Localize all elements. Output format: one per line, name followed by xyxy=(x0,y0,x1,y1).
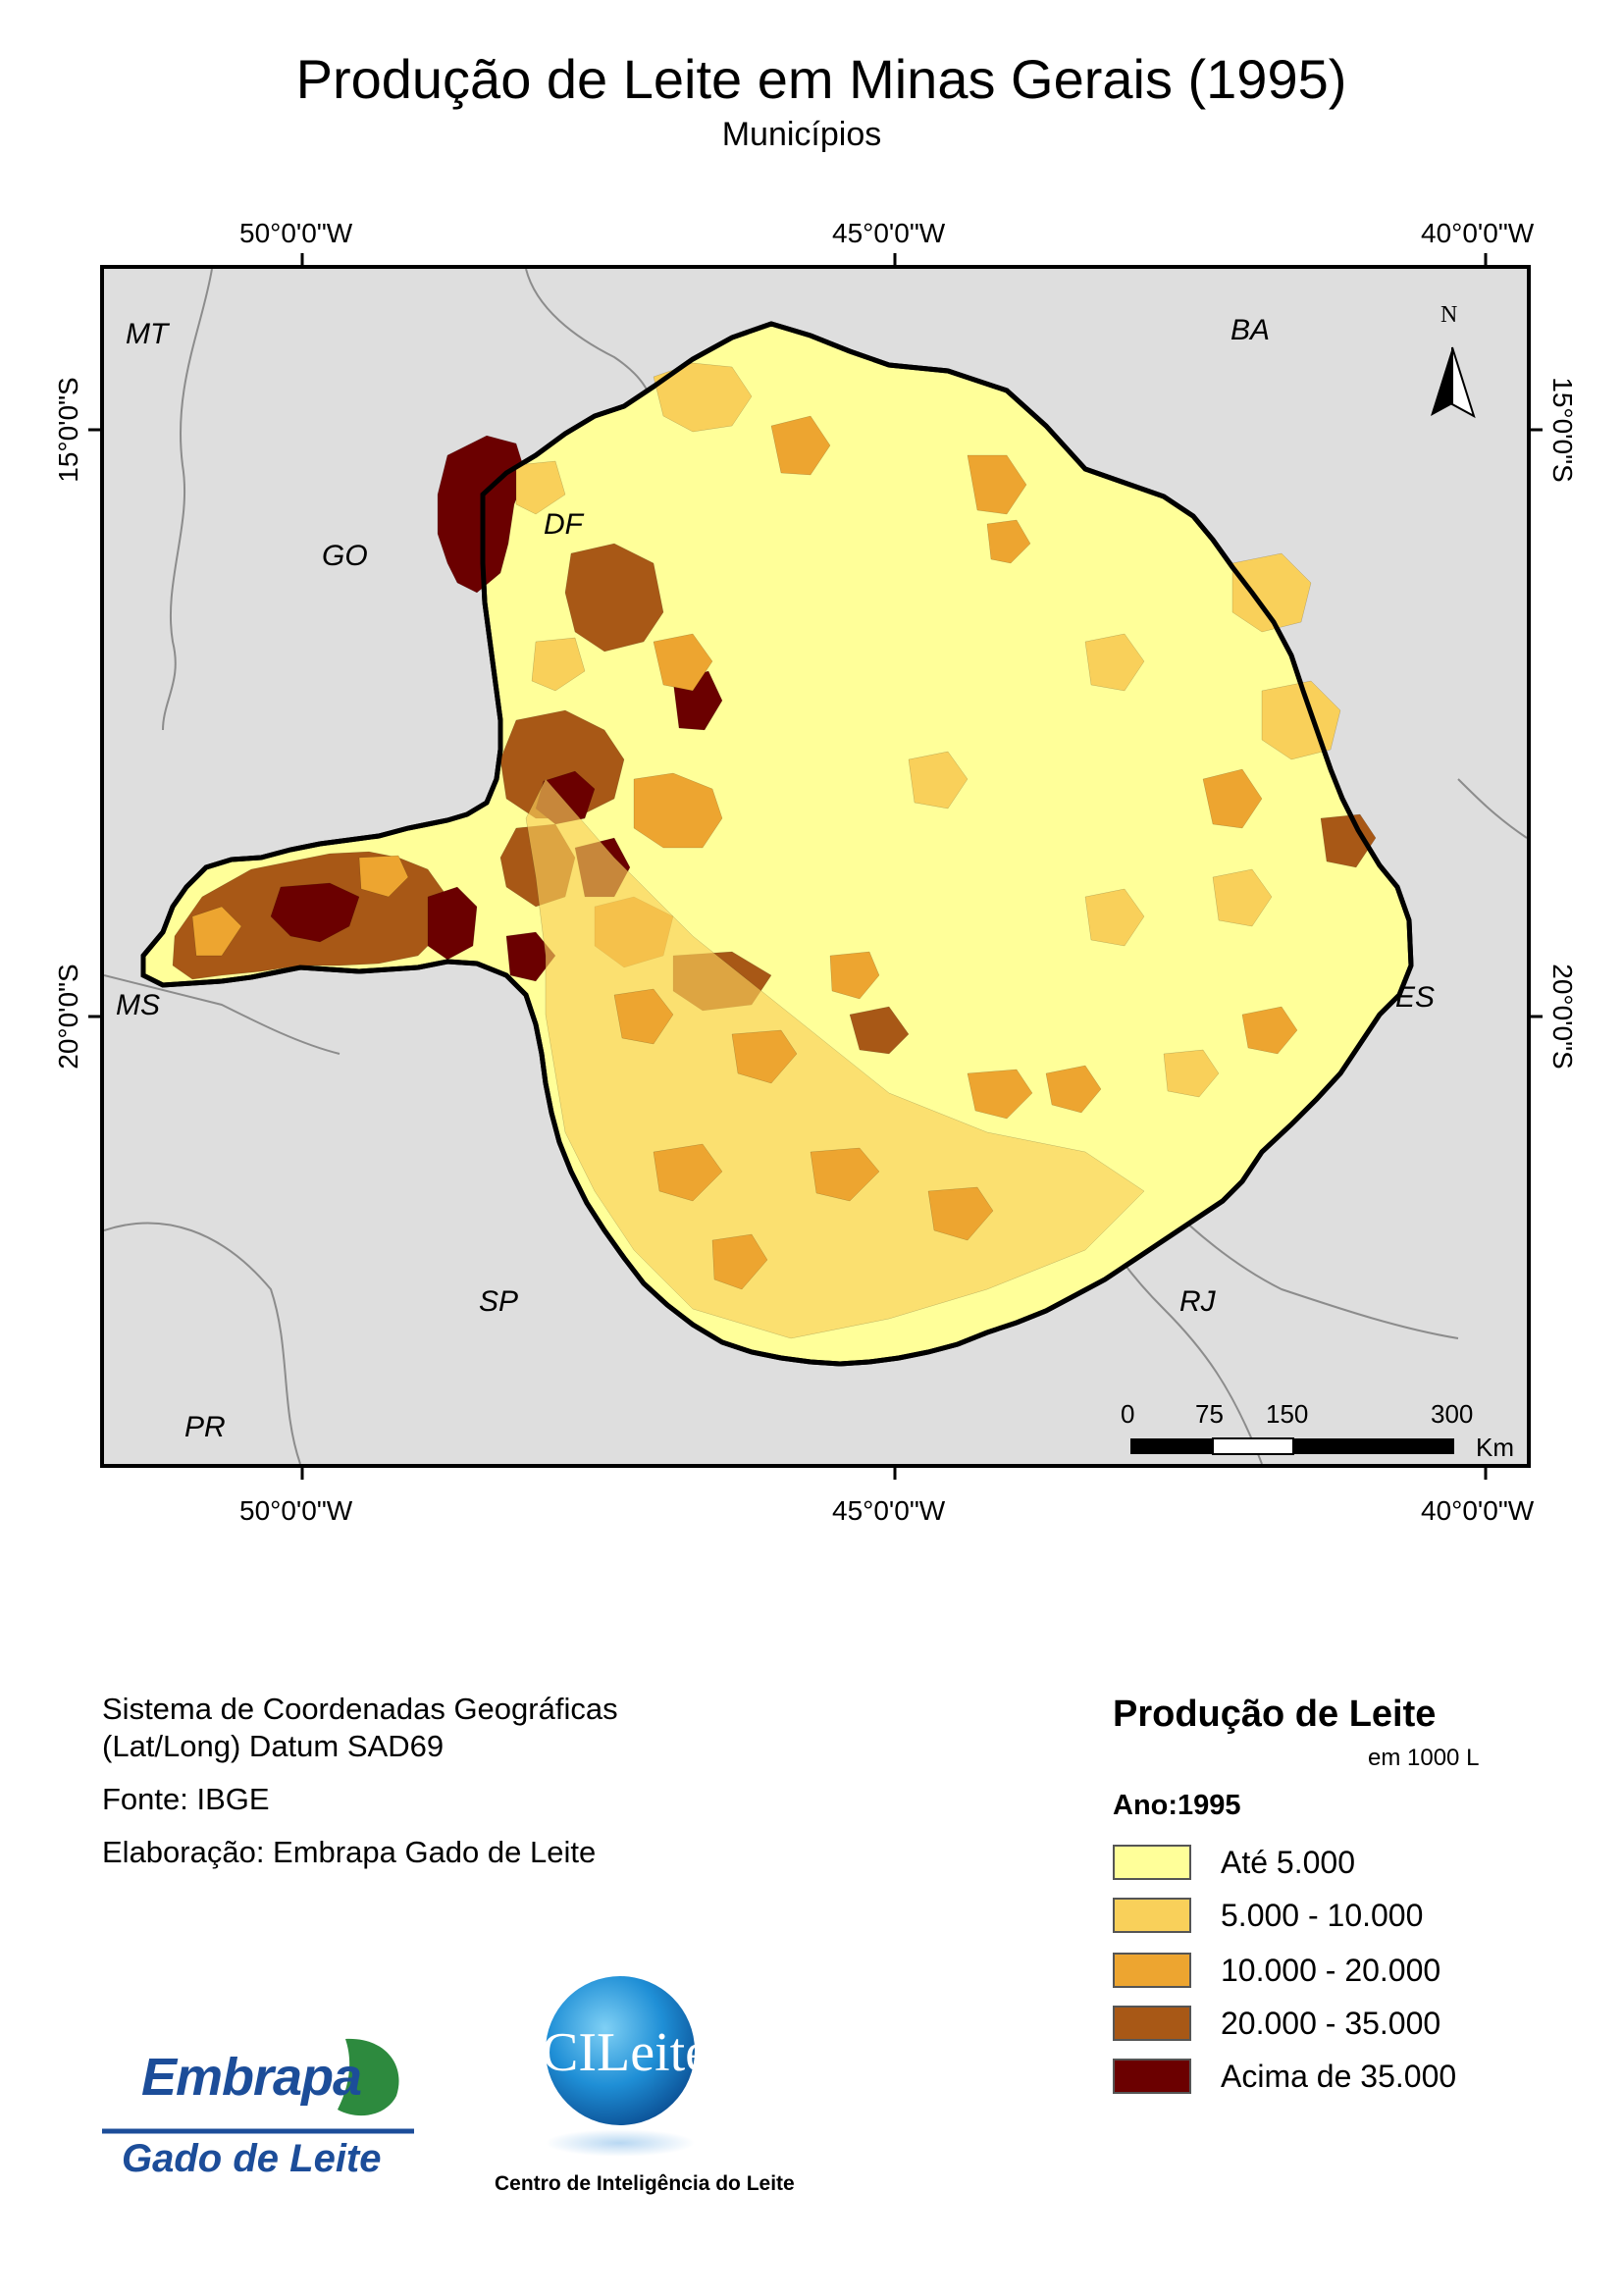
coord-system-line2: (Lat/Long) Datum SAD69 xyxy=(102,1729,445,1763)
cileite-name: CILeite xyxy=(542,2022,710,2083)
lon-label-top-50w: 50°0'0"W xyxy=(239,218,353,248)
map-frame: MT BA GO DF MS ES SP RJ PR N 0 75 150 30… xyxy=(100,265,1531,1468)
lon-label-top-45w: 45°0'0"W xyxy=(832,218,946,248)
lon-label-bottom-50w: 50°0'0"W xyxy=(239,1495,353,1526)
scale-unit: Km xyxy=(1476,1433,1514,1462)
scale-label-75: 75 xyxy=(1195,1399,1224,1429)
state-label-pr: PR xyxy=(184,1411,226,1443)
minas-gerais-border xyxy=(140,321,1414,1367)
border-rj-coast xyxy=(1163,1200,1459,1339)
legend-swatch-class-4 xyxy=(1113,2006,1191,2041)
scale-label-150: 150 xyxy=(1266,1399,1309,1429)
lon-label-bottom-40w: 40°0'0"W xyxy=(1421,1495,1535,1526)
state-label-sp: SP xyxy=(479,1285,519,1318)
legend-label-class-3: 10.000 - 20.000 xyxy=(1221,1953,1441,1988)
legend-label-class-5: Acima de 35.000 xyxy=(1221,2059,1457,2094)
lon-label-bottom-45w: 45°0'0"W xyxy=(832,1495,946,1526)
scale-label-0: 0 xyxy=(1121,1399,1135,1429)
legend-label-class-1: Até 5.000 xyxy=(1221,1845,1355,1880)
legend-year: Ano:1995 xyxy=(1113,1790,1241,1821)
border-sp-pr xyxy=(104,1222,301,1464)
lon-label-top-40w: 40°0'0"W xyxy=(1421,218,1535,248)
graticule-ticks xyxy=(88,253,1543,1480)
legend-label-class-4: 20.000 - 35.000 xyxy=(1221,2006,1441,2041)
state-label-go: GO xyxy=(322,540,368,572)
cileite-caption: Centro de Inteligência do Leite xyxy=(495,2172,795,2195)
embrapa-leaf-icon xyxy=(102,2038,414,2134)
cileite-logo: CILeite Centro de Inteligência do Leite xyxy=(495,1970,795,2206)
scale-label-300: 300 xyxy=(1431,1399,1474,1429)
border-mt-go xyxy=(162,269,213,731)
map-subtitle: Municípios xyxy=(721,116,882,153)
legend-swatch-class-1 xyxy=(1113,1845,1191,1880)
state-label-es: ES xyxy=(1395,981,1436,1014)
legend-title: Produção de Leite xyxy=(1113,1694,1437,1735)
state-label-ms: MS xyxy=(116,989,160,1021)
north-arrow-icon xyxy=(1431,346,1476,419)
source-text: Fonte: IBGE xyxy=(102,1782,270,1816)
legend-label-class-2: 5.000 - 10.000 xyxy=(1221,1898,1424,1933)
border-go-ba xyxy=(525,269,654,417)
coord-system-line1: Sistema de Coordenadas Geográficas xyxy=(102,1692,618,1726)
authorship-text: Elaboração: Embrapa Gado de Leite xyxy=(102,1835,597,1869)
embrapa-logo: Embrapa Gado de Leite xyxy=(102,2027,418,2194)
legend-unit: em 1000 L xyxy=(1368,1745,1480,1771)
state-label-df: DF xyxy=(544,508,583,541)
legend-swatch-class-3 xyxy=(1113,1953,1191,1988)
map-canvas xyxy=(104,269,1527,1464)
north-arrow-label: N xyxy=(1440,302,1458,328)
state-label-mt: MT xyxy=(126,318,169,350)
border-ms-go xyxy=(104,974,340,1055)
border-ba-es xyxy=(1457,778,1527,839)
map-title: Produção de Leite em Minas Gerais (1995) xyxy=(295,48,1347,110)
state-label-rj: RJ xyxy=(1179,1285,1216,1318)
state-label-ba: BA xyxy=(1230,314,1271,346)
scale-bar xyxy=(1130,1437,1454,1455)
municipality-patches xyxy=(172,362,1377,1339)
cileite-globe-icon xyxy=(546,1976,695,2157)
embrapa-unit: Gado de Leite xyxy=(122,2137,382,2180)
legend-swatch-class-5 xyxy=(1113,2059,1191,2094)
embrapa-name: Embrapa xyxy=(141,2048,362,2107)
legend-swatch-class-2 xyxy=(1113,1898,1191,1933)
